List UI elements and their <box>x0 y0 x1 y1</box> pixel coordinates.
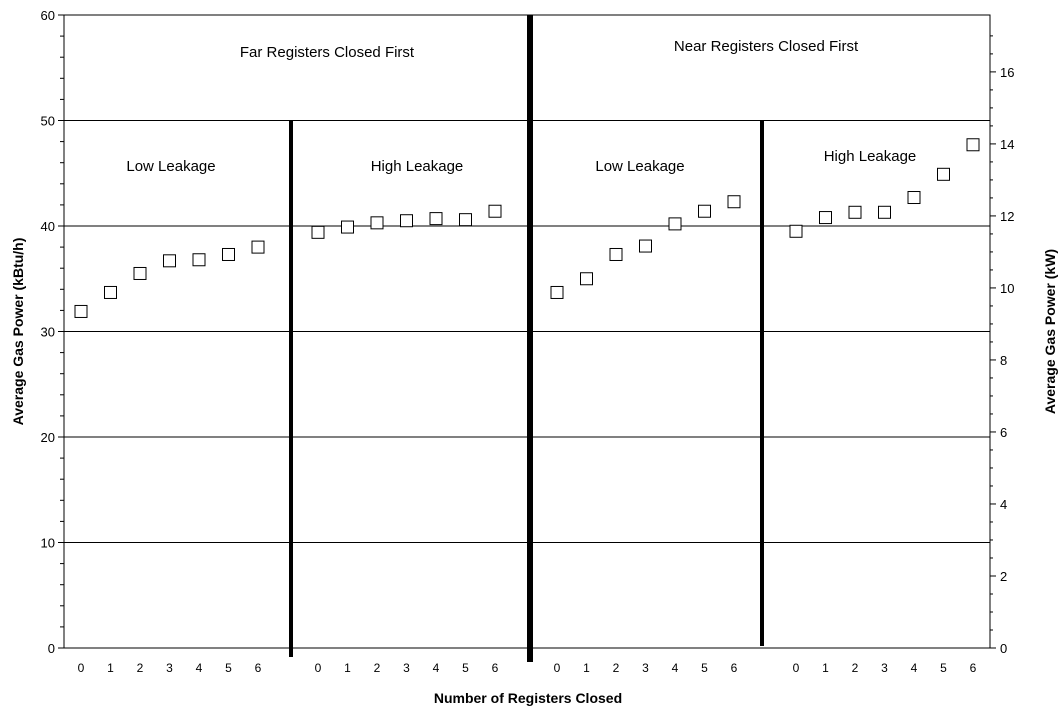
left-y-axis: 0 10 20 30 40 50 60 <box>41 8 65 656</box>
data-point <box>550 285 564 299</box>
section-divider <box>527 15 533 662</box>
data-point <box>488 204 502 218</box>
y-axis-right-title: Average Gas Power (kW) <box>1042 249 1058 414</box>
data-point <box>133 266 147 280</box>
x-axis: 0 1 2 3 4 5 6 0 1 2 3 4 5 6 0 1 2 3 4 5 6 0 1 2 3 4 5 6 <box>78 661 977 675</box>
right-axis-tick-label: 14 <box>1000 137 1014 152</box>
series-label: High Leakage <box>824 148 917 165</box>
data-point <box>937 167 950 181</box>
data-point <box>192 253 206 267</box>
x-tick-label: 1 <box>107 661 114 675</box>
series-label: Low Leakage <box>595 158 684 175</box>
left-axis-tick-label: 30 <box>41 325 55 340</box>
data-point <box>789 224 803 238</box>
data-point <box>74 304 88 318</box>
data-point <box>104 285 117 299</box>
x-tick-label: 0 <box>554 661 561 675</box>
left-axis-tick-label: 20 <box>41 430 55 445</box>
group-title: Near Registers Closed First <box>674 38 859 55</box>
data-point <box>370 216 384 230</box>
data-point <box>459 213 472 227</box>
x-tick-label: 0 <box>315 661 322 675</box>
data-point <box>222 247 235 261</box>
right-axis-tick-label: 4 <box>1000 497 1007 512</box>
x-tick-label: 2 <box>613 661 620 675</box>
right-axis-tick-label: 12 <box>1000 209 1014 224</box>
x-tick-label: 6 <box>492 661 499 675</box>
right-axis-tick-label: 2 <box>1000 569 1007 584</box>
left-axis-tick-label: 60 <box>41 8 55 23</box>
x-tick-label: 6 <box>970 661 977 675</box>
x-tick-label: 5 <box>701 661 708 675</box>
x-tick-label: 2 <box>374 661 381 675</box>
right-axis-tick-label: 8 <box>1000 353 1007 368</box>
x-tick-label: 3 <box>642 661 649 675</box>
region-labels: Far Registers Closed First Low Leakage Hig… <box>126 38 916 175</box>
data-point <box>251 240 265 254</box>
data-point <box>907 191 921 205</box>
data-point <box>400 214 413 228</box>
left-axis-tick-label: 40 <box>41 219 55 234</box>
right-axis-tick-label: 16 <box>1000 65 1014 80</box>
x-tick-label: 5 <box>462 661 469 675</box>
x-tick-label: 3 <box>881 661 888 675</box>
section-dividers <box>289 15 764 662</box>
x-tick-label: 5 <box>940 661 947 675</box>
left-axis-tick-label: 0 <box>48 641 55 656</box>
data-point <box>698 204 711 218</box>
data-point <box>580 272 593 286</box>
right-axis-tick-label: 0 <box>1000 641 1007 656</box>
right-axis-tick-label: 10 <box>1000 281 1014 296</box>
data-point <box>819 211 832 225</box>
x-tick-label: 0 <box>793 661 800 675</box>
series-label: Low Leakage <box>126 158 215 175</box>
data-point <box>848 205 862 219</box>
data-point <box>639 239 652 253</box>
data-point <box>668 217 682 231</box>
group-title: Far Registers Closed First <box>240 44 415 61</box>
x-tick-label: 1 <box>822 661 829 675</box>
x-tick-label: 6 <box>255 661 262 675</box>
x-tick-label: 5 <box>225 661 232 675</box>
data-point <box>727 195 741 209</box>
x-tick-label: 4 <box>196 661 203 675</box>
x-tick-label: 4 <box>911 661 918 675</box>
data-point <box>609 247 623 261</box>
x-tick-label: 3 <box>166 661 173 675</box>
data-point <box>966 138 980 152</box>
x-tick-label: 1 <box>344 661 351 675</box>
section-divider <box>289 121 293 657</box>
x-tick-label: 3 <box>403 661 410 675</box>
x-tick-label: 2 <box>852 661 859 675</box>
left-axis-tick-label: 10 <box>41 536 55 551</box>
left-axis-tick-label: 50 <box>41 114 55 129</box>
right-axis-tick-label: 6 <box>1000 425 1007 440</box>
x-tick-label: 6 <box>731 661 738 675</box>
y-axis-title: Average Gas Power (kBtu/h) <box>10 238 26 426</box>
data-point <box>429 212 443 226</box>
x-tick-label: 4 <box>672 661 679 675</box>
data-point <box>341 220 354 234</box>
x-tick-label: 4 <box>433 661 440 675</box>
x-tick-label: 2 <box>137 661 144 675</box>
x-axis-title: Number of Registers Closed <box>434 690 622 706</box>
data-point <box>878 205 891 219</box>
x-tick-label: 1 <box>583 661 590 675</box>
section-divider <box>760 121 764 646</box>
right-y-axis: 0 2 4 6 8 10 12 14 16 <box>989 15 1014 656</box>
data-point <box>311 225 325 239</box>
data-points <box>74 138 980 318</box>
data-point <box>163 254 176 268</box>
series-label: High Leakage <box>371 158 464 175</box>
x-tick-label: 0 <box>78 661 85 675</box>
